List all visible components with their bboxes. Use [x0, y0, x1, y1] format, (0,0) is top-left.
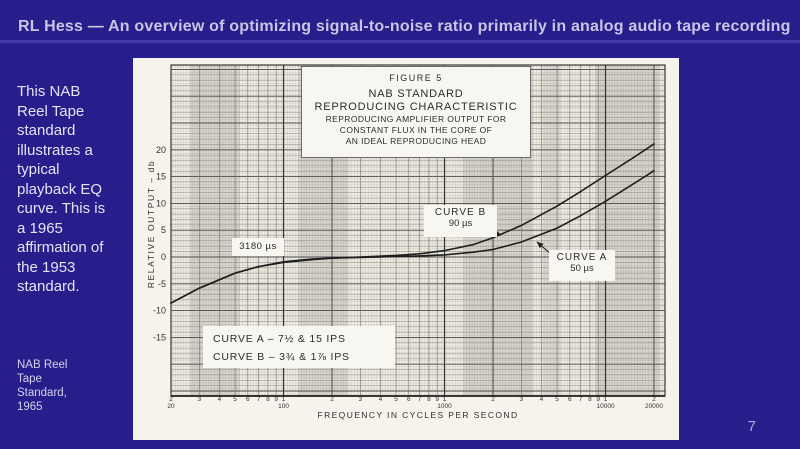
- curve-a-time-constant: 50 µs: [570, 263, 594, 274]
- legend-box: CURVE A – 7½ & 15 IPS CURVE B – 3¾ & 1⅞ …: [203, 326, 395, 368]
- curve-b-name: CURVE B: [434, 207, 487, 218]
- x-decade-label: 100: [278, 403, 289, 410]
- x-tick-digit: 4: [218, 396, 222, 403]
- x-tick-digit: 6: [568, 396, 572, 403]
- x-tick-digit: 8: [266, 396, 270, 403]
- curve-b-label: CURVE B 90 µs: [424, 205, 497, 237]
- annotation-3180us: 3180 µs: [232, 238, 284, 256]
- y-tick-label: 0: [161, 252, 166, 262]
- x-tick-digit: 1: [604, 396, 608, 403]
- x-tick-digit: 5: [555, 396, 559, 403]
- x-tick-digit: 8: [588, 396, 592, 403]
- x-tick-digit: 5: [233, 396, 237, 403]
- sidebar-note: This NAB Reel Tape standard illustrates …: [17, 83, 106, 295]
- x-tick-digit: 4: [379, 396, 383, 403]
- x-tick-digit: 2: [169, 396, 173, 403]
- x-decade-label: 1000: [437, 403, 452, 410]
- curve-b-time-constant: 90 µs: [448, 218, 473, 229]
- x-tick-digit: 9: [274, 396, 278, 403]
- slide-title-bar: RL Hess — An overview of optimizing sign…: [0, 0, 800, 43]
- sidebar-citation: NAB Reel Tape Standard, 1965: [17, 359, 68, 413]
- caption-line-2: REPRODUCING CHARACTERISTIC: [314, 101, 518, 113]
- caption-line-4: CONSTANT FLUX IN THE CORE OF: [339, 125, 493, 135]
- x-decade-label: 20000: [645, 403, 663, 410]
- x-tick-digit: 6: [407, 396, 411, 403]
- x-tick-digit: 1: [282, 396, 286, 403]
- y-tick-label: 10: [156, 198, 166, 208]
- x-tick-digit: 2: [491, 396, 495, 403]
- y-tick-label: 5: [161, 225, 166, 235]
- caption-line-5: AN IDEAL REPRODUCING HEAD: [345, 136, 487, 146]
- x-tick-digit: 1: [443, 396, 447, 403]
- x-tick-digit: 4: [540, 396, 544, 403]
- x-tick-digit: 3: [359, 396, 363, 403]
- y-tick-label: 20: [156, 145, 166, 155]
- x-tick-digit: 9: [596, 396, 600, 403]
- curve-b-line: [170, 143, 655, 304]
- caption-line-3: REPRODUCING AMPLIFIER OUTPUT FOR: [325, 114, 507, 124]
- x-tick-digit: 6: [246, 396, 250, 403]
- x-tick-digit: 7: [257, 396, 261, 403]
- x-tick-digit: 2: [330, 396, 334, 403]
- x-axis-title: FREQUENCY IN CYCLES PER SECOND: [317, 410, 519, 420]
- x-tick-digit: 9: [435, 396, 439, 403]
- figure-caption-box: FIGURE 5 NAB STANDARD REPRODUCING CHARAC…: [301, 66, 531, 158]
- figure-number: FIGURE 5: [389, 73, 443, 83]
- x-tick-digit: 8: [427, 396, 431, 403]
- x-decade-label: 20: [167, 403, 175, 410]
- x-tick-digit: 7: [418, 396, 422, 403]
- curve-a-label: CURVE A 50 µs: [549, 250, 615, 281]
- page-number: 7: [747, 418, 756, 435]
- y-tick-label: -10: [153, 306, 166, 316]
- x-tick-digit: 3: [520, 396, 524, 403]
- y-tick-label: 15: [156, 172, 166, 182]
- x-decade-label: 10000: [596, 403, 614, 410]
- y-axis-title: RELATIVE OUTPUT – db: [146, 159, 156, 289]
- x-tick-digit: 5: [394, 396, 398, 403]
- x-tick-digit: 2: [652, 396, 656, 403]
- caption-line-1: NAB STANDARD: [368, 88, 464, 100]
- y-tick-label: -5: [158, 279, 166, 289]
- legend-curve-b: CURVE B – 3¾ & 1⅞ IPS: [213, 351, 350, 363]
- figure-scan: 20 15 10 5 0 -5 -10 -15 2 3 4 5 6 7 8 9 1 2 3 4 5 6 7 8 9 1 2 3 4 5 6 7…: [133, 58, 679, 440]
- legend-curve-a: CURVE A – 7½ & 15 IPS: [213, 333, 346, 345]
- slide-title: RL Hess — An overview of optimizing sign…: [18, 18, 791, 35]
- curve-a-name: CURVE A: [556, 252, 608, 263]
- x-tick-digit: 3: [198, 396, 202, 403]
- x-tick-digit: 7: [579, 396, 583, 403]
- y-tick-label: -15: [153, 332, 166, 342]
